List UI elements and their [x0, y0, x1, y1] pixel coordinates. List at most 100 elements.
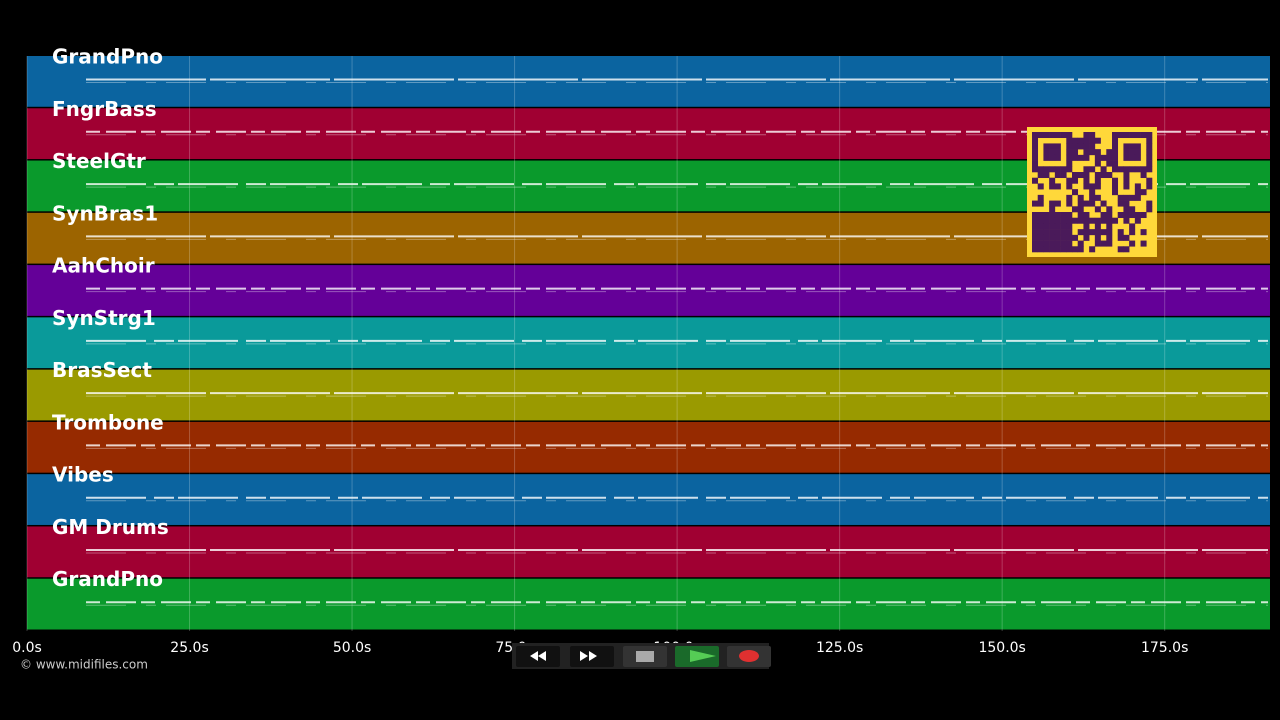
qr-cell — [1037, 217, 1044, 224]
tick-label: 125.0s — [816, 640, 863, 656]
track-label: SynStrg1 — [52, 306, 156, 330]
qr-cell — [1146, 160, 1153, 167]
track-label: GM Drums — [52, 515, 169, 539]
qr-cell — [1083, 137, 1090, 144]
qr-cell — [1072, 149, 1079, 156]
qr-cell — [1089, 132, 1096, 139]
qr-cell — [1129, 132, 1136, 139]
qr-cell — [1054, 172, 1061, 179]
qr-cell — [1083, 132, 1090, 139]
qr-cell — [1123, 234, 1130, 241]
track-lane — [27, 526, 1270, 578]
qr-cell — [1037, 246, 1044, 253]
qr-cell — [1134, 149, 1141, 156]
qr-cell — [1089, 143, 1096, 150]
qr-cell — [1049, 177, 1056, 184]
qr-cell — [1066, 234, 1073, 241]
qr-cell — [1066, 177, 1073, 184]
qr-cell — [1043, 246, 1050, 253]
qr-cell — [1077, 229, 1084, 236]
qr-cell — [1112, 132, 1119, 139]
track-lane — [27, 265, 1270, 316]
qr-cell — [1043, 217, 1050, 224]
track-label: GrandPno — [52, 567, 163, 591]
qr-cell — [1032, 246, 1039, 253]
qr-cell — [1083, 212, 1090, 219]
qr-cell — [1077, 143, 1084, 150]
qr-cell — [1140, 189, 1147, 196]
qr-cell — [1100, 172, 1107, 179]
qr-cell — [1094, 240, 1101, 247]
qr-cell — [1112, 166, 1119, 173]
qr-cell — [1060, 172, 1067, 179]
qr-cell — [1066, 137, 1073, 144]
qr-cell — [1072, 189, 1079, 196]
qr-cell — [1112, 183, 1119, 190]
qr-cell — [1032, 212, 1039, 219]
qr-cell — [1066, 149, 1073, 156]
stop-icon — [636, 651, 654, 662]
qr-cell — [1123, 154, 1130, 161]
qr-cell — [1043, 149, 1050, 156]
qr-cell — [1072, 137, 1079, 144]
qr-cell — [1083, 166, 1090, 173]
qr-cell — [1123, 132, 1130, 139]
qr-cell — [1032, 177, 1039, 184]
qr-cell — [1072, 172, 1079, 179]
tick-label: 25.0s — [170, 640, 208, 656]
qr-cell — [1066, 132, 1073, 139]
qr-cell — [1089, 149, 1096, 156]
qr-cell — [1134, 212, 1141, 219]
qr-cell — [1146, 137, 1153, 144]
qr-cell — [1037, 234, 1044, 241]
qr-cell — [1032, 229, 1039, 236]
qr-cell — [1106, 240, 1113, 247]
qr-cell — [1072, 217, 1079, 224]
qr-cell — [1032, 132, 1039, 139]
qr-cell — [1077, 246, 1084, 253]
qr-cell — [1083, 177, 1090, 184]
qr-cell — [1106, 223, 1113, 230]
tick-label: 175.0s — [1141, 640, 1188, 656]
qr-cell — [1049, 183, 1056, 190]
qr-cell — [1146, 149, 1153, 156]
qr-cell — [1049, 149, 1056, 156]
qr-cell — [1094, 154, 1101, 161]
qr-cell — [1100, 200, 1107, 207]
qr-cell — [1129, 212, 1136, 219]
qr-cell — [1094, 177, 1101, 184]
qr-cell — [1083, 149, 1090, 156]
qr-cell — [1043, 154, 1050, 161]
qr-cell — [1054, 234, 1061, 241]
qr-cell — [1066, 166, 1073, 173]
qr-cell — [1123, 177, 1130, 184]
qr-cell — [1134, 166, 1141, 173]
qr-cell — [1146, 206, 1153, 213]
qr-cell — [1123, 143, 1130, 150]
qr-cell — [1049, 143, 1056, 150]
qr-cell — [1129, 206, 1136, 213]
qr-code — [1027, 127, 1157, 257]
qr-cell — [1123, 200, 1130, 207]
qr-cell — [1054, 223, 1061, 230]
qr-cell — [1100, 212, 1107, 219]
track-lane — [27, 56, 1270, 107]
qr-cell — [1094, 206, 1101, 213]
tick-label: 0.0s — [12, 640, 42, 656]
qr-cell — [1094, 223, 1101, 230]
track-lane — [27, 317, 1270, 369]
qr-cell — [1043, 172, 1050, 179]
qr-cell — [1123, 217, 1130, 224]
qr-cell — [1077, 212, 1084, 219]
qr-cell — [1129, 194, 1136, 201]
qr-cell — [1140, 229, 1147, 236]
qr-cell — [1117, 212, 1124, 219]
qr-cell — [1054, 217, 1061, 224]
qr-cell — [1129, 154, 1136, 161]
qr-cell — [1112, 189, 1119, 196]
qr-cell — [1054, 240, 1061, 247]
qr-cell — [1100, 166, 1107, 173]
record-icon — [739, 650, 759, 662]
forward-icon — [580, 651, 597, 661]
